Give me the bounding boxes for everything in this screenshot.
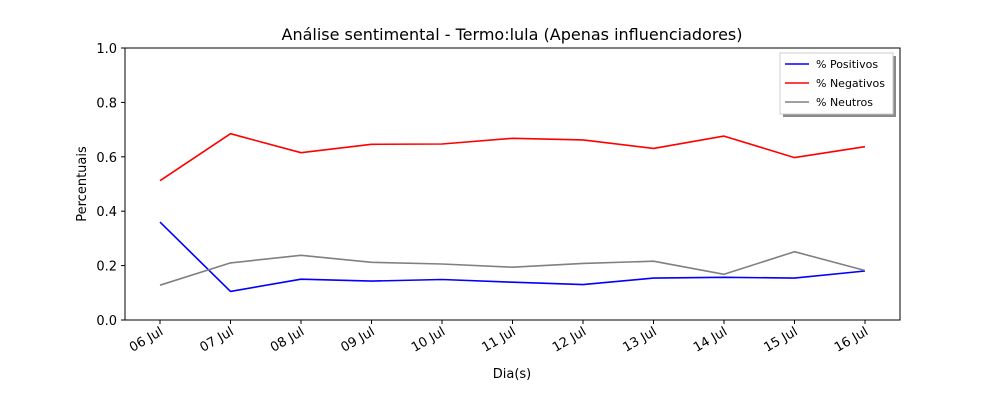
x-axis-title: Dia(s) bbox=[493, 367, 532, 382]
y-tick-label: 1.0 bbox=[96, 42, 117, 57]
legend-label: % Positivos bbox=[816, 58, 878, 71]
y-tick-label: 0.0 bbox=[96, 314, 117, 329]
y-tick-label: 0.4 bbox=[96, 205, 117, 220]
chart-title: Análise sentimental - Termo:lula (Apenas… bbox=[282, 25, 743, 44]
series-line-2 bbox=[159, 132, 866, 182]
legend-label: % Negativos bbox=[816, 77, 885, 90]
y-tick-label: 0.2 bbox=[96, 260, 117, 275]
series-line-1 bbox=[159, 221, 866, 293]
y-tick-label: 0.8 bbox=[96, 96, 117, 111]
y-axis-title: Percentuais bbox=[75, 146, 90, 222]
y-tick-label: 0.6 bbox=[96, 151, 117, 166]
legend: % Positivos % Negativos % Neutros bbox=[779, 52, 896, 117]
legend-label: % Neutros bbox=[816, 96, 873, 109]
series-line-3 bbox=[159, 250, 866, 286]
plot-frame bbox=[124, 47, 901, 321]
